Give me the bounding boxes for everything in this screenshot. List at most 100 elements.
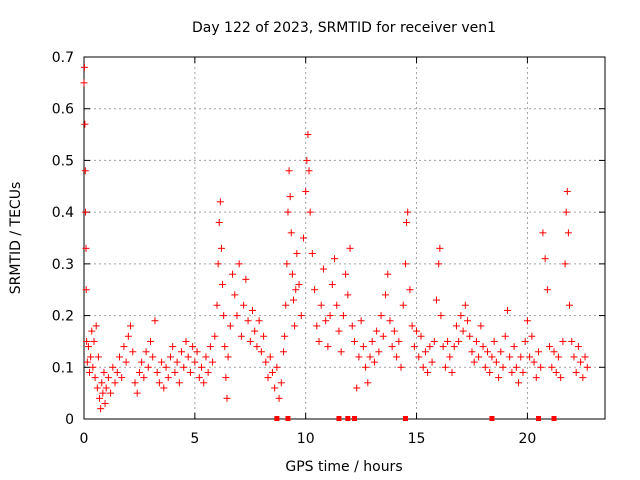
data-point — [271, 384, 279, 392]
data-point — [222, 374, 230, 382]
data-point — [364, 379, 372, 387]
data-point — [319, 265, 327, 273]
data-point — [464, 317, 472, 325]
data-point — [81, 120, 89, 128]
zero-value-marker — [351, 416, 357, 421]
data-point — [118, 374, 126, 382]
data-point — [495, 374, 503, 382]
data-point — [430, 337, 438, 345]
data-point — [342, 270, 350, 278]
y-tick-label: 0.2 — [52, 309, 74, 325]
y-tick-label: 0.6 — [52, 102, 74, 118]
data-point — [401, 260, 409, 268]
data-point — [151, 317, 159, 325]
data-point — [415, 353, 423, 361]
data-point — [215, 218, 223, 226]
data-point — [99, 389, 107, 397]
data-point — [87, 353, 95, 361]
data-point — [224, 353, 232, 361]
data-point — [255, 317, 263, 325]
data-point — [404, 208, 412, 216]
data-point — [89, 363, 97, 371]
data-point — [295, 281, 303, 289]
y-axis-label: SRMTID / TECUs — [8, 182, 24, 295]
data-point — [355, 353, 363, 361]
data-point — [273, 363, 281, 371]
data-point — [202, 353, 210, 361]
data-point — [326, 312, 334, 320]
data-point — [350, 337, 358, 345]
data-point — [142, 348, 150, 356]
data-point — [557, 374, 565, 382]
x-axis-label: GPS time / hours — [285, 459, 402, 475]
data-point — [428, 358, 436, 366]
data-point — [419, 363, 427, 371]
x-tick-label: 15 — [408, 431, 426, 447]
data-point — [200, 379, 208, 387]
data-point — [541, 255, 549, 263]
data-point — [144, 363, 152, 371]
data-point — [366, 353, 374, 361]
x-tick-label: 5 — [190, 431, 199, 447]
data-point — [221, 343, 229, 351]
data-point — [242, 275, 250, 283]
data-point — [217, 244, 225, 252]
data-point — [214, 260, 222, 268]
data-point — [421, 348, 429, 356]
data-point — [198, 363, 206, 371]
zero-value-marker — [345, 416, 351, 421]
data-point — [537, 363, 545, 371]
data-point — [115, 353, 123, 361]
x-tick-label: 20 — [518, 431, 536, 447]
data-point — [268, 368, 276, 376]
data-point — [517, 353, 525, 361]
data-point — [530, 358, 538, 366]
data-points — [80, 63, 591, 421]
data-point — [368, 337, 376, 345]
data-point — [283, 260, 291, 268]
data-point — [98, 379, 106, 387]
data-point — [439, 343, 447, 351]
data-point — [490, 337, 498, 345]
data-point — [382, 291, 390, 299]
data-point — [324, 343, 332, 351]
data-point — [393, 353, 401, 361]
data-point — [546, 343, 554, 351]
data-point — [362, 363, 370, 371]
data-point — [184, 353, 192, 361]
data-point — [562, 208, 570, 216]
data-point — [107, 389, 115, 397]
data-point — [452, 322, 460, 330]
data-point — [257, 348, 265, 356]
data-point — [339, 312, 347, 320]
data-point — [466, 332, 474, 340]
data-point — [446, 353, 454, 361]
data-point — [248, 306, 256, 314]
y-tick-label: 0.1 — [52, 360, 74, 376]
data-point — [468, 348, 476, 356]
zero-value-marker — [285, 416, 291, 421]
data-point — [262, 358, 270, 366]
data-point — [375, 348, 383, 356]
data-point — [102, 384, 110, 392]
y-tick-label: 0.4 — [52, 205, 74, 221]
data-point — [209, 358, 217, 366]
data-point — [581, 353, 589, 361]
data-point — [92, 322, 100, 330]
data-point — [158, 358, 166, 366]
data-point — [109, 363, 117, 371]
data-point — [523, 317, 531, 325]
data-point — [206, 343, 214, 351]
y-tick-label: 0.5 — [52, 153, 74, 169]
data-point — [82, 208, 90, 216]
data-point — [483, 348, 491, 356]
data-point — [288, 270, 296, 278]
data-point — [133, 389, 141, 397]
data-point — [122, 358, 130, 366]
data-point — [81, 167, 89, 175]
data-point — [290, 296, 298, 304]
data-point — [370, 358, 378, 366]
data-point — [526, 353, 534, 361]
